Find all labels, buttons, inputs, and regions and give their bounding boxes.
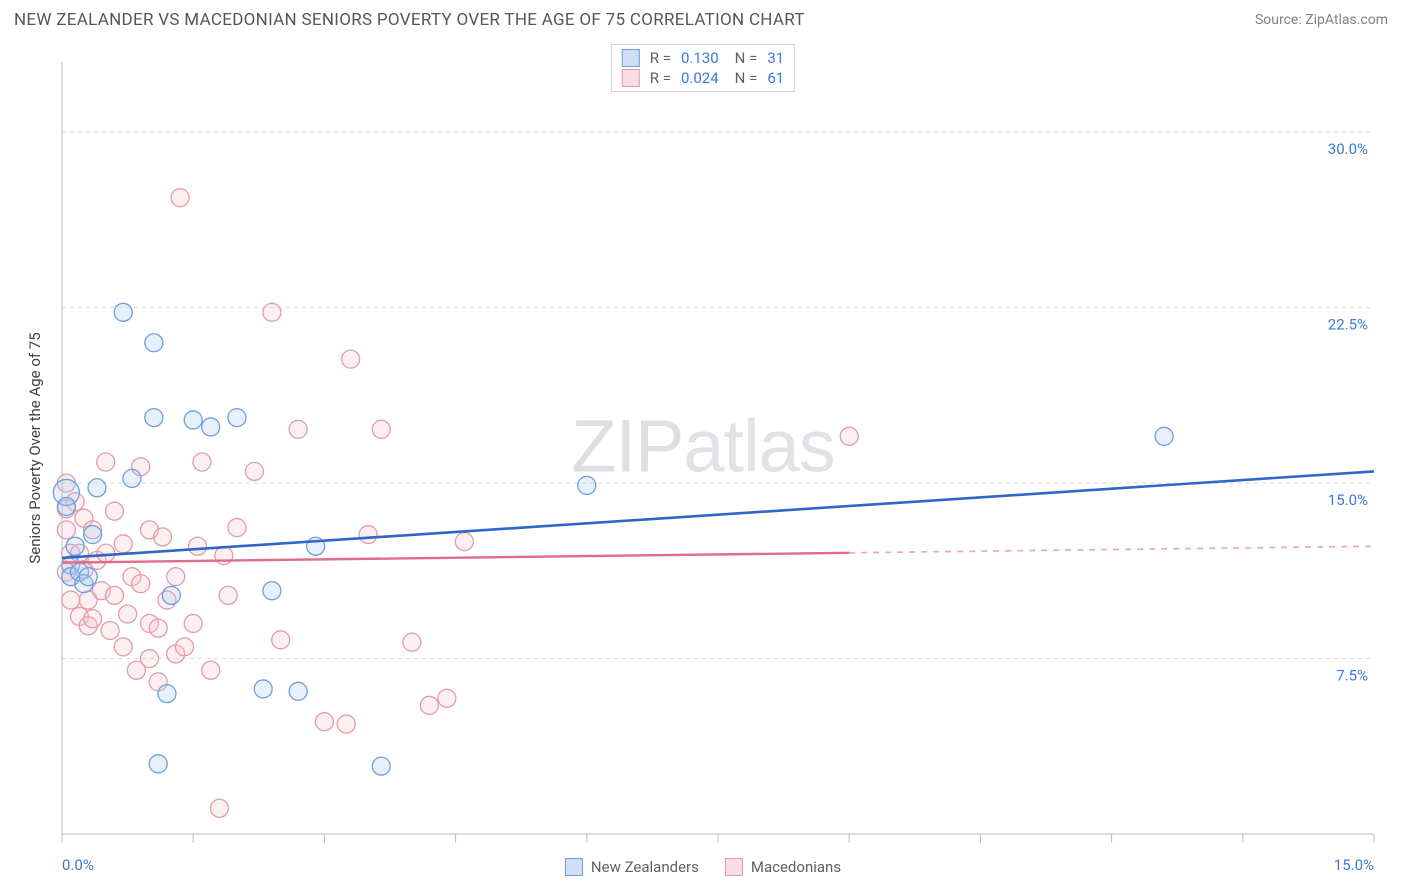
scatter-point — [359, 526, 377, 544]
legend-swatch — [622, 49, 640, 67]
scatter-point — [840, 427, 858, 445]
trend-line — [62, 471, 1374, 558]
scatter-point — [119, 605, 137, 623]
scatter-point — [184, 614, 202, 632]
scatter-point — [372, 757, 390, 775]
y-tick-label: 7.5% — [1336, 667, 1368, 685]
legend-swatch — [565, 858, 583, 876]
trend-line — [62, 553, 849, 563]
scatter-point — [342, 350, 360, 368]
legend-n-label: N = — [735, 69, 758, 87]
legend-label: Macedonians — [751, 858, 841, 876]
scatter-point — [154, 528, 172, 546]
x-tick-label: 0.0% — [62, 856, 94, 874]
scatter-point — [57, 521, 75, 539]
scatter-point — [215, 547, 233, 565]
legend-series: New Zealanders Macedonians — [565, 858, 841, 876]
legend-item: Macedonians — [725, 858, 841, 876]
scatter-point — [149, 755, 167, 773]
scatter-point — [455, 533, 473, 551]
scatter-point — [145, 334, 163, 352]
scatter-point — [254, 680, 272, 698]
scatter-point — [140, 650, 158, 668]
scatter-point — [403, 633, 421, 651]
scatter-point — [219, 586, 237, 604]
y-tick-label: 22.5% — [1328, 316, 1368, 334]
scatter-point — [315, 713, 333, 731]
scatter-point — [202, 661, 220, 679]
scatter-point — [420, 696, 438, 714]
scatter-point — [114, 638, 132, 656]
scatter-point — [372, 420, 390, 438]
legend-n-label: N = — [735, 49, 758, 67]
legend-n-value: 31 — [767, 49, 784, 67]
scatter-point — [114, 303, 132, 321]
scatter-point — [1155, 427, 1173, 445]
y-axis-title: Seniors Poverty Over the Age of 75 — [26, 332, 44, 563]
legend-item: New Zealanders — [565, 858, 699, 876]
scatter-point — [167, 568, 185, 586]
legend-r-value: 0.130 — [681, 49, 719, 67]
scatter-point — [263, 582, 281, 600]
scatter-point — [272, 631, 290, 649]
scatter-point — [158, 685, 176, 703]
scatter-point — [171, 189, 189, 207]
scatter-point — [263, 303, 281, 321]
y-tick-label: 15.0% — [1328, 491, 1368, 509]
scatter-point — [79, 568, 97, 586]
scatter-point — [66, 537, 84, 555]
scatter-point — [105, 586, 123, 604]
scatter-point — [57, 497, 75, 515]
scatter-point — [228, 519, 246, 537]
scatter-point — [97, 544, 115, 562]
header: NEW ZEALANDER VS MACEDONIAN SENIORS POVE… — [0, 0, 1406, 38]
scatter-point — [289, 420, 307, 438]
scatter-point — [162, 586, 180, 604]
scatter-point — [145, 409, 163, 427]
legend-swatch — [725, 858, 743, 876]
scatter-point — [578, 476, 596, 494]
source-label: Source: ZipAtlas.com — [1255, 12, 1388, 28]
scatter-point — [202, 418, 220, 436]
scatter-point — [175, 638, 193, 656]
legend-stats-box: R = 0.130 N = 31 R = 0.024 N = 61 — [611, 44, 795, 92]
page-title: NEW ZEALANDER VS MACEDONIAN SENIORS POVE… — [14, 10, 805, 30]
scatter-point — [337, 715, 355, 733]
scatter-point — [62, 591, 80, 609]
y-tick-label: 30.0% — [1328, 140, 1368, 158]
chart-container: 7.5% 15.0% 22.5% 30.0% 0.0% 15.0% Seniors Pove… — [14, 44, 1392, 882]
scatter-point — [289, 682, 307, 700]
scatter-point — [132, 575, 150, 593]
correlation-scatter-chart: 7.5% 15.0% 22.5% 30.0% 0.0% 15.0% Seniors Pove… — [14, 44, 1392, 882]
legend-r-label: R = — [650, 69, 671, 87]
scatter-point — [84, 610, 102, 628]
legend-n-value: 61 — [767, 69, 784, 87]
scatter-point — [101, 621, 119, 639]
legend-swatch — [622, 69, 640, 87]
scatter-point — [97, 453, 115, 471]
scatter-point — [184, 411, 202, 429]
scatter-point — [105, 502, 123, 520]
legend-r-value: 0.024 — [681, 69, 719, 87]
legend-r-label: R = — [650, 49, 671, 67]
x-tick-label: 15.0% — [1334, 856, 1374, 874]
scatter-point — [210, 799, 228, 817]
scatter-point — [84, 526, 102, 544]
scatter-point — [438, 689, 456, 707]
scatter-point — [189, 537, 207, 555]
scatter-point — [88, 479, 106, 497]
scatter-point — [228, 409, 246, 427]
scatter-point — [149, 619, 167, 637]
scatter-point — [245, 462, 263, 480]
scatter-point — [114, 535, 132, 553]
legend-label: New Zealanders — [591, 858, 699, 876]
scatter-point — [123, 469, 141, 487]
scatter-point — [193, 453, 211, 471]
trend-line-dashed — [849, 546, 1374, 553]
